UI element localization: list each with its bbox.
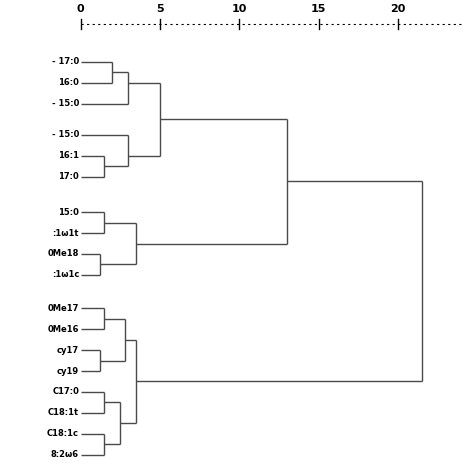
Text: - 15:0: - 15:0 [52,99,79,108]
Text: C17:0: C17:0 [52,387,79,396]
Text: :1ω1c: :1ω1c [52,270,79,279]
Text: 5: 5 [156,4,164,14]
Text: 0Me17: 0Me17 [48,304,79,313]
Text: - 17:0: - 17:0 [52,57,79,66]
Text: 0Me18: 0Me18 [48,249,79,258]
Text: C18:1c: C18:1c [47,429,79,438]
Text: 0Me16: 0Me16 [47,325,79,334]
Text: 15: 15 [311,4,326,14]
Text: - 15:0: - 15:0 [52,130,79,139]
Text: 10: 10 [232,4,247,14]
Text: 16:1: 16:1 [58,151,79,160]
Text: C18:1t: C18:1t [48,408,79,417]
Text: 16:0: 16:0 [58,78,79,87]
Text: :1ω1t: :1ω1t [53,228,79,237]
Text: 17:0: 17:0 [58,172,79,181]
Text: cy19: cy19 [57,366,79,375]
Text: 8:2ω6: 8:2ω6 [51,450,79,459]
Text: 20: 20 [390,4,406,14]
Text: cy17: cy17 [57,346,79,355]
Text: 0: 0 [77,4,84,14]
Text: 15:0: 15:0 [58,208,79,217]
